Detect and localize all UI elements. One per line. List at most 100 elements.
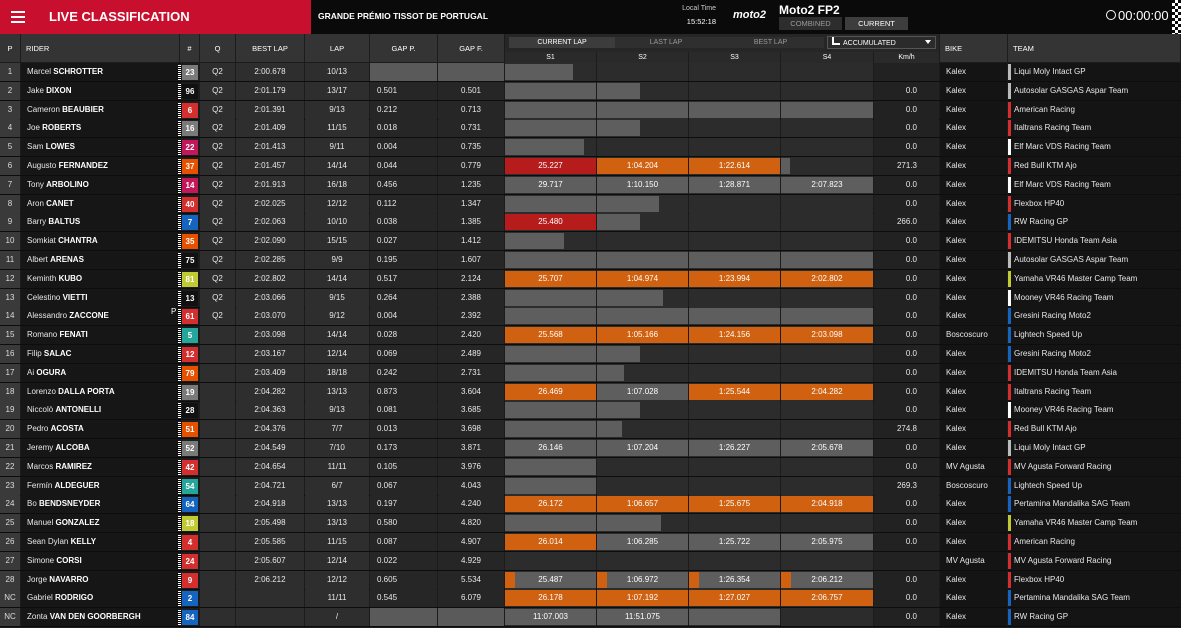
rider-name[interactable]: Gabriel RODRIGO [21,589,181,608]
sector-3-cell: 1:22.614 [689,157,780,175]
rider-first-name: Lorenzo [27,386,56,396]
table-row[interactable]: 25 Manuel GONZALEZ 18 2:05.498 13/13 0.580 4.8… [0,514,1181,533]
sector-time [597,251,688,269]
table-row[interactable]: 20 Pedro ACOSTA 51 2:04.376 7/7 0.013 3.698 274… [0,420,1181,439]
table-row[interactable]: 24 Bo BENDSNEYDER 64 2:04.918 13/13 0.197 4.24… [0,495,1181,514]
table-row[interactable]: 6 Augusto FERNANDEZ 37 Q2 2:01.457 14/14 0.044… [0,157,1181,175]
rider-name[interactable]: Joe ROBERTS [21,119,181,138]
table-row[interactable]: NC Gabriel RODRIGO 2 11/11 0.545 6.079 26.178 1… [0,589,1181,608]
rider-name[interactable]: Albert ARENAS [21,251,181,269]
sector-time: 26.172 [538,499,563,509]
col-rider[interactable]: RIDER [21,34,180,62]
rider-name[interactable]: Jorge NAVARRO [21,570,181,589]
rider-name[interactable]: Marcel SCHROTTER [21,63,181,81]
gap-first-cell: 6.079 [438,589,504,608]
rider-name[interactable]: Cameron BEAUBIER [21,100,181,119]
rider-name[interactable]: Zonta VAN DEN GOORBERGH [21,608,181,627]
rider-name[interactable]: Jeremy ALCOBA [21,439,181,457]
position-cell: 22 [0,457,20,476]
table-row[interactable]: 7 Tony ARBOLINO 14 Q2 2:01.913 16/18 0.456 1.23… [0,175,1181,194]
rider-name[interactable]: Somkiat CHANTRA [21,232,181,251]
rider-name[interactable]: Manuel GONZALEZ [21,514,181,533]
table-row[interactable]: 8 Aron CANET 40 Q2 2:02.025 12/12 0.112 1.347 0.… [0,194,1181,213]
table-row[interactable]: 16 Filip SALAC 12 2:03.167 12/14 0.069 2.489 0.… [0,345,1181,363]
gap-first-cell: 4.907 [438,533,504,551]
sector-3-cell [689,476,780,495]
table-row[interactable]: 22 Marcos RAMIREZ 42 2:04.654 11/11 0.105 3.97… [0,457,1181,476]
sector-time [781,82,873,100]
table-row[interactable]: 18 Lorenzo DALLA PORTA 19 2:04.282 13/13 0.87… [0,382,1181,401]
lap-cell: 10/10 [305,213,369,232]
page-title: LIVE CLASSIFICATION [49,9,190,24]
table-row[interactable]: 15 Romano FENATI 5 2:03.098 14/14 0.028 2.420 2… [0,326,1181,345]
table-row[interactable]: 4 Joe ROBERTS 16 Q2 2:01.409 11/15 0.018 0.731 0… [0,119,1181,138]
tab-current-lap[interactable]: CURRENT LAP [509,37,615,48]
position-cell: 18 [0,382,20,401]
col-best-lap[interactable]: BEST LAP [236,34,305,62]
rider-name[interactable]: Keminth KUBO [21,269,181,288]
rider-name[interactable]: Tony ARBOLINO [21,175,181,194]
best-lap-cell: 2:03.066 [236,288,304,307]
rider-name[interactable]: Jake DIXON [21,81,181,100]
qualifying-cell [200,382,235,401]
rider-name[interactable]: Romano FENATI [21,326,181,345]
tab-last-lap[interactable]: LAST LAP [615,37,717,48]
tab-best-lap[interactable]: BEST LAP [717,37,824,48]
sector-bar [781,101,873,118]
table-row[interactable]: 11 Albert ARENAS 75 Q2 2:02.285 9/9 0.195 1.607… [0,251,1181,269]
table-row[interactable]: 2 Jake DIXON 96 Q2 2:01.179 13/17 0.501 0.501 0.… [0,81,1181,100]
rider-name[interactable]: Pedro ACOSTA [21,420,181,439]
rider-name[interactable]: Filip SALAC [21,345,181,363]
table-row[interactable]: 9 Barry BALTUS 7 Q2 2:02.063 10/10 0.038 1.385 2… [0,213,1181,232]
rider-name[interactable]: Sam LOWES [21,138,181,157]
sector-3-cell [689,232,780,251]
rider-name[interactable]: Sean Dylan KELLY [21,533,181,551]
table-row[interactable]: 12 Keminth KUBO 81 Q2 2:02.802 14/14 0.517 2.12… [0,269,1181,288]
table-row[interactable]: 23 Fermín ALDEGUER 54 2:04.721 6/7 0.067 4.043… [0,476,1181,495]
gap-first-cell: 2.420 [438,326,504,345]
team-color-bar [1008,496,1011,513]
table-row[interactable]: NC Zonta VAN DEN GOORBERGH 84/11:07.003 11:… [0,608,1181,627]
rider-name[interactable]: Aron CANET [21,194,181,213]
table-row[interactable]: 21 Jeremy ALCOBA 52 2:04.549 7/10 0.173 3.871 2… [0,439,1181,457]
tab-combined[interactable]: COMBINED [779,17,842,30]
table-row[interactable]: 1 Marcel SCHROTTER 23 Q2 2:00.678 10/13 Kalex L… [0,63,1181,81]
table-row[interactable]: 5 Sam LOWES 22 Q2 2:01.413 9/11 0.004 0.735 0.0 K… [0,138,1181,157]
sector-bar [505,270,596,287]
sector-2-cell [597,514,688,533]
table-row[interactable]: 13 Celestino VIETTI 13 Q2 2:03.066 9/15 0.264 2… [0,288,1181,307]
sector-time: 1:05.166 [626,330,659,340]
rider-name[interactable]: Barry BALTUS [21,213,181,232]
table-row[interactable]: 10 Somkiat CHANTRA 35 Q2 2:02.090 15/15 0.027 1… [0,232,1181,251]
rider-first-name: Albert [27,255,48,264]
gap-prev-cell: 0.195 [370,251,437,269]
rider-name[interactable]: Alessandro ZACCONE [21,307,181,326]
table-row[interactable]: 28 Jorge NAVARRO 9 2:06.212 12/12 0.605 5.534 2… [0,570,1181,589]
rider-name[interactable]: Simone CORSI [21,551,181,570]
rider-name[interactable]: Celestino VIETTI [21,288,181,307]
gap-prev-cell: 0.027 [370,232,437,251]
rider-name[interactable]: Bo BENDSNEYDER [21,495,181,514]
table-row[interactable]: 17 Ai OGURA 79 2:03.409 18/18 0.242 2.731 0.0 Ka… [0,363,1181,382]
table-row[interactable]: 27 Simone CORSI 24 2:05.607 12/14 0.022 4.929 M… [0,551,1181,570]
table-row[interactable]: 3 Cameron BEAUBIER 6 Q2 2:01.391 9/13 0.212 0.7… [0,100,1181,119]
gap-first-cell: 0.731 [438,119,504,138]
rider-name[interactable]: Lorenzo DALLA PORTA [21,382,181,401]
rider-name[interactable]: Augusto FERNANDEZ [21,157,181,175]
table-row[interactable]: 14 Alessandro ZACCONE P 61 Q2 2:03.070 9/12 0.0… [0,307,1181,326]
sector-4-cell [781,514,873,533]
accumulated-dropdown[interactable]: ACCUMULATED [827,36,936,49]
table-row[interactable]: 26 Sean Dylan KELLY 4 2:05.585 11/15 0.087 4.9… [0,533,1181,551]
rider-name[interactable]: Marcos RAMIREZ [21,457,181,476]
sector-4-cell [781,420,873,439]
rider-name[interactable]: Niccolò ANTONELLI [21,401,181,420]
rider-number-badge: 12 [182,347,198,362]
rider-name[interactable]: Ai OGURA [21,363,181,382]
position-cell: 25 [0,514,20,533]
qualifying-cell: Q2 [200,288,235,307]
table-row[interactable]: 19 Niccolò ANTONELLI 28 2:04.363 9/13 0.081 3.… [0,401,1181,420]
rider-name[interactable]: Fermín ALDEGUER [21,476,181,495]
rider-number-badge: 81 [182,271,198,287]
menu-icon[interactable] [9,8,27,26]
tab-current[interactable]: CURRENT [845,17,908,30]
